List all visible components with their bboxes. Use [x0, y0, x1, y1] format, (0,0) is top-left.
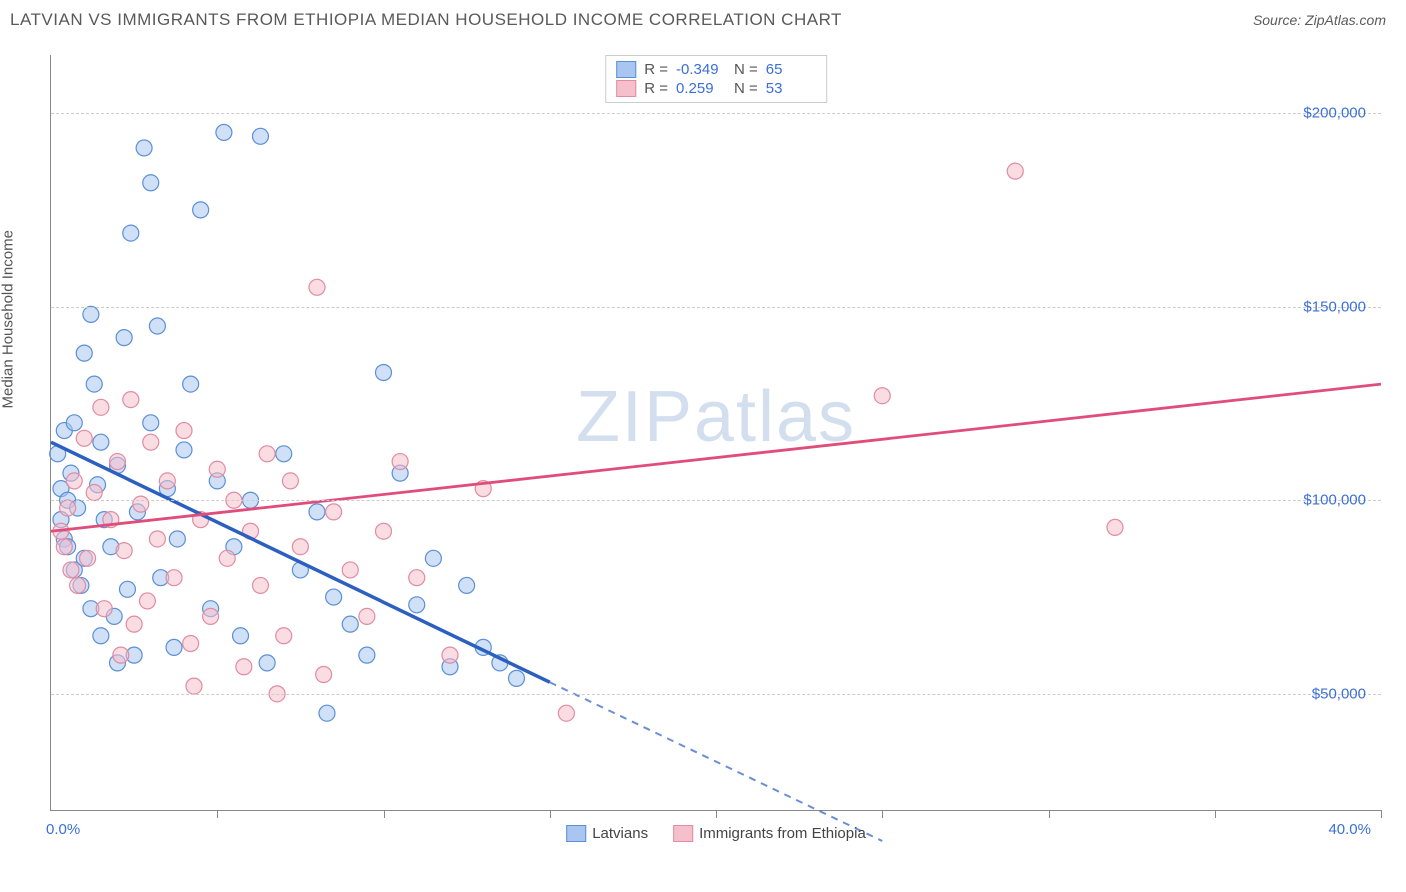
x-axis-start: 0.0% — [46, 821, 80, 838]
x-tick — [1381, 810, 1382, 818]
y-tick-label: $100,000 — [1303, 492, 1366, 509]
legend-item-1: Latvians — [566, 825, 648, 842]
legend: Latvians Immigrants from Ethiopia — [566, 825, 866, 842]
n-label: N = — [734, 80, 758, 97]
legend-swatch-1 — [566, 825, 586, 842]
x-tick — [384, 810, 385, 818]
legend-label-2: Immigrants from Ethiopia — [699, 825, 866, 842]
y-tick-label: $150,000 — [1303, 298, 1366, 315]
gridline-h — [51, 694, 1381, 695]
scatter-svg — [51, 55, 1381, 810]
correlation-stats-box: R = -0.349 N = 65 R = 0.259 N = 53 — [605, 55, 827, 103]
legend-swatch-2 — [673, 825, 693, 842]
y-tick-label: $50,000 — [1312, 685, 1366, 702]
x-tick — [882, 810, 883, 818]
y-tick-label: $200,000 — [1303, 105, 1366, 122]
x-tick — [550, 810, 551, 818]
n-value-2: 53 — [766, 80, 816, 97]
x-tick — [1049, 810, 1050, 818]
n-value-1: 65 — [766, 61, 816, 78]
r-value-2: 0.259 — [676, 80, 726, 97]
x-tick — [217, 810, 218, 818]
gridline-h — [51, 113, 1381, 114]
chart-plot-area: ZIPatlas R = -0.349 N = 65 R = 0.259 N =… — [50, 55, 1381, 811]
x-tick — [716, 810, 717, 818]
legend-label-1: Latvians — [592, 825, 648, 842]
gridline-h — [51, 307, 1381, 308]
x-tick — [1215, 810, 1216, 818]
source-attribution: Source: ZipAtlas.com — [1253, 12, 1386, 28]
swatch-series1 — [616, 61, 636, 78]
chart-title: LATVIAN VS IMMIGRANTS FROM ETHIOPIA MEDI… — [10, 10, 842, 30]
y-axis-label: Median Household Income — [0, 230, 17, 408]
stats-row-series2: R = 0.259 N = 53 — [616, 79, 816, 98]
r-value-1: -0.349 — [676, 61, 726, 78]
x-axis-end: 40.0% — [1328, 821, 1371, 838]
n-label: N = — [734, 61, 758, 78]
r-label: R = — [644, 80, 668, 97]
legend-item-2: Immigrants from Ethiopia — [673, 825, 866, 842]
stats-row-series1: R = -0.349 N = 65 — [616, 60, 816, 79]
swatch-series2 — [616, 80, 636, 97]
gridline-h — [51, 500, 1381, 501]
r-label: R = — [644, 61, 668, 78]
